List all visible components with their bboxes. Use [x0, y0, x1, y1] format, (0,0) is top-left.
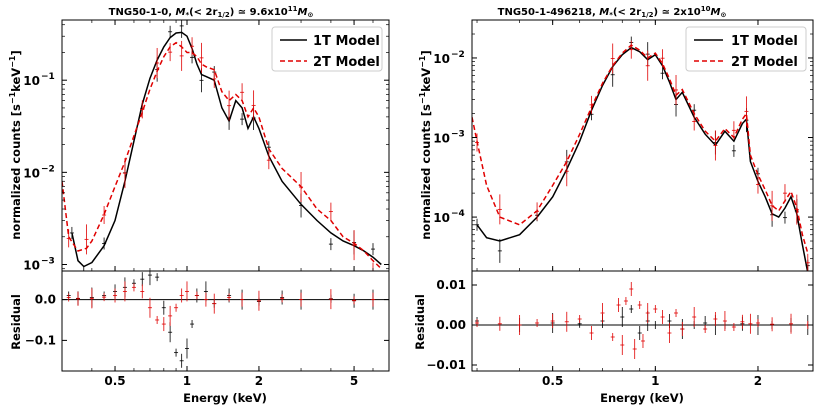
- right-ytick-label: 10: [433, 211, 450, 225]
- left-residual-axes-frame: [61, 270, 390, 372]
- right-main-plot-layer: [472, 36, 810, 271]
- left-xtick-label: 5: [350, 374, 358, 388]
- right-legend-box: [685, 26, 807, 72]
- right-ytick-label: 10: [433, 52, 450, 66]
- left-ytick-label: 10: [23, 166, 40, 180]
- left-residual-plot-layer: [62, 271, 389, 368]
- right-2t-model-curve: [472, 44, 809, 254]
- left-res-ytick-label: 0.0: [35, 293, 56, 307]
- left-ytick-exponent: −2: [41, 164, 55, 174]
- right-panel-title: TNG50-1-496218, M*(< 2r1/2) ≃ 2x1010M⊙: [498, 5, 727, 19]
- right-xlabel: Energy (keV): [600, 391, 684, 405]
- left-ytick-exponent: −3: [41, 256, 55, 266]
- right-1t-model-curve: [476, 46, 809, 271]
- right-xtick-label: 0.5: [542, 374, 563, 388]
- right-ytick-exponent: −4: [451, 209, 465, 219]
- left-legend-box: [271, 26, 383, 72]
- right-ytick-exponent: −2: [451, 50, 465, 60]
- right-res-ytick-label: 0.01: [436, 278, 466, 292]
- left-xtick-label: 1: [183, 374, 191, 388]
- left-xlabel: Energy (keV): [183, 391, 267, 405]
- right-legend: 1T Model 2T Model: [685, 26, 807, 72]
- right-xtick-label: 2: [754, 374, 762, 388]
- right-legend-1t-label: 1T Model: [731, 34, 798, 49]
- right-residual-ylabel: Residual: [413, 294, 427, 350]
- right-ytick-exponent: −3: [451, 130, 465, 140]
- right-residual-plot-layer: [472, 282, 813, 359]
- left-res-ytick-label: −0.1: [25, 333, 56, 347]
- left-panel-title: TNG50-1-0, M*(< 2r1/2) ≃ 9.6x1011M⊙: [109, 5, 314, 19]
- left-1t-model-curve: [71, 31, 382, 268]
- right-res-ytick-label: 0.00: [436, 318, 466, 332]
- left-ylabel: normalized counts [s−1keV−1]: [8, 50, 23, 240]
- right-panel: TNG50-1-496218, M*(< 2r1/2) ≃ 2x1010M⊙ n…: [413, 5, 814, 405]
- left-xtick-label: 2: [255, 374, 263, 388]
- left-legend-2t-label: 2T Model: [313, 55, 380, 70]
- left-legend-1t-label: 1T Model: [313, 34, 380, 49]
- left-ytick-label: 10: [23, 258, 40, 272]
- right-res-ytick-label: −0.01: [426, 358, 466, 372]
- right-ytick-label: 10: [433, 132, 450, 146]
- left-xtick-label: 0.5: [104, 374, 125, 388]
- left-panel: TNG50-1-0, M*(< 2r1/2) ≃ 9.6x1011M⊙ norm…: [8, 5, 390, 405]
- right-legend-2t-label: 2T Model: [731, 55, 798, 70]
- right-residual-axes-frame: [471, 270, 814, 372]
- right-xtick-label: 1: [651, 374, 659, 388]
- right-ylabel: normalized counts [s−1keV−1]: [418, 50, 433, 240]
- left-ytick-label: 10: [23, 74, 40, 88]
- left-ytick-exponent: −1: [41, 72, 55, 82]
- left-main-plot-layer: [62, 20, 382, 271]
- left-residual-ylabel: Residual: [9, 294, 23, 350]
- left-legend: 1T Model 2T Model: [271, 26, 383, 72]
